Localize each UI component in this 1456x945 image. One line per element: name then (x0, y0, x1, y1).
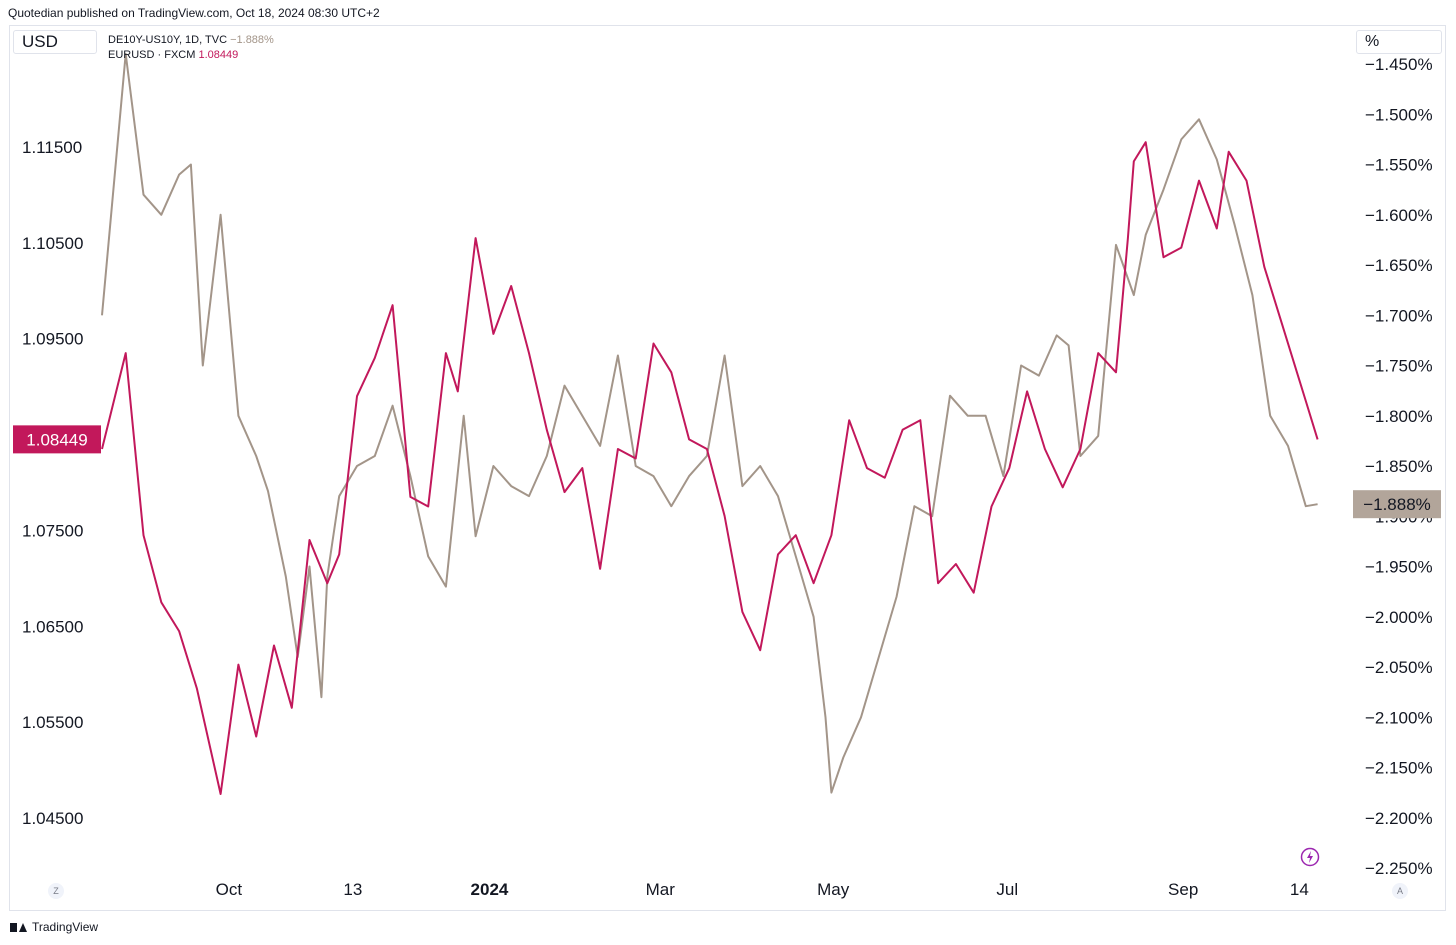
legend-row-spread[interactable]: DE10Y-US10Y, 1D, TVC −1.888% (108, 33, 274, 48)
lightning-icon[interactable] (1300, 847, 1320, 867)
legend-eurusd-value: 1.08449 (198, 49, 239, 61)
left-tick-label: 1.06500 (22, 617, 83, 636)
footer-brand: TradingView (10, 920, 98, 934)
left-tick-label: 1.05500 (22, 713, 83, 732)
left-tick-label: 1.11500 (22, 138, 82, 157)
legend-spread-symbol: DE10Y-US10Y, 1D, TVC (108, 34, 228, 46)
right-tick-label: −1.500% (1365, 105, 1433, 124)
right-tick-label: −1.800% (1365, 407, 1433, 426)
right-tick-label: −2.000% (1365, 608, 1433, 627)
time-tick-label: Mar (646, 880, 676, 899)
right-tick-label: −2.050% (1365, 658, 1433, 677)
time-tick-label: Oct (216, 880, 243, 899)
right-tick-label: −1.750% (1365, 357, 1433, 376)
right-tick-label: −1.600% (1365, 206, 1433, 225)
time-tick-label: Jul (996, 880, 1018, 899)
right-scale-auto-button[interactable]: A (1392, 883, 1408, 899)
time-tick-label: 13 (343, 880, 362, 899)
right-tick-label: −1.950% (1365, 558, 1433, 577)
last-value-badges: 1.08449 −1.888% (13, 425, 1441, 519)
right-tick-label: −1.700% (1365, 306, 1433, 325)
legend-row-eurusd[interactable]: EURUSD · FXCM 1.08449 (108, 48, 274, 63)
eurusd-series-line[interactable] (101, 141, 1319, 795)
left-tick-label: 1.07500 (22, 521, 83, 540)
spread-last-value: −1.888% (1363, 495, 1431, 514)
currency-selector[interactable]: USD (13, 30, 97, 54)
chart-legend: DE10Y-US10Y, 1D, TVC −1.888% EURUSD · FX… (108, 33, 274, 63)
published-caption: Quotedian published on TradingView.com, … (8, 6, 380, 20)
eurusd-last-value: 1.08449 (26, 430, 87, 449)
right-tick-label: −2.200% (1365, 809, 1433, 828)
time-scale[interactable]: Oct 13 2024 Mar May Jul Sep 14 (216, 880, 1309, 899)
left-tick-label: 1.04500 (22, 809, 83, 828)
right-tick-label: −2.150% (1365, 759, 1433, 778)
series-layer (101, 52, 1319, 795)
footer-brand-label: TradingView (32, 920, 99, 934)
eurusd-last-badge (13, 425, 101, 454)
time-tick-label: May (817, 880, 850, 899)
tradingview-logo-icon (10, 921, 28, 933)
time-tick-label: Sep (1168, 880, 1198, 899)
left-tick-label: 1.09500 (22, 330, 83, 349)
percent-scale-button[interactable]: % (1356, 30, 1442, 54)
chart-frame (9, 25, 1446, 911)
legend-eurusd-symbol: EURUSD · FXCM (108, 49, 196, 61)
legend-spread-value: −1.888% (230, 34, 274, 46)
spread-last-badge (1353, 490, 1441, 519)
right-tick-label: −2.100% (1365, 708, 1433, 727)
left-price-scale[interactable]: 1.11500 1.10500 1.09500 1.07500 1.06500 1.055… (22, 138, 83, 828)
right-price-scale[interactable]: −1.450% −1.500% −1.550% −1.600% −1.650% −1.70… (1365, 55, 1433, 878)
right-tick-label: −1.450% (1365, 55, 1433, 74)
right-tick-label: −1.850% (1365, 457, 1433, 476)
right-tick-label: −1.550% (1365, 156, 1433, 175)
left-tick-label: 1.10500 (22, 234, 83, 253)
time-tick-label: 2024 (471, 880, 509, 899)
right-tick-label: −2.250% (1365, 859, 1433, 878)
left-scale-auto-button[interactable]: Z (48, 883, 64, 899)
right-tick-label: −1.650% (1365, 256, 1433, 275)
time-tick-label: 14 (1290, 880, 1309, 899)
